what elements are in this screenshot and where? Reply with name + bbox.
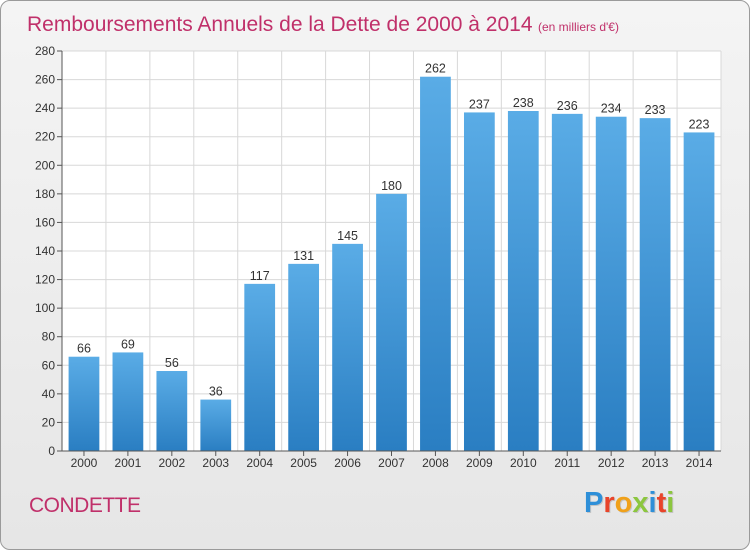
bar-2000 [68,356,100,451]
x-tick-label-2002: 2002 [158,456,185,470]
y-tick-label: 140 [35,244,55,258]
x-tick-label-2011: 2011 [554,456,580,470]
value-label-2012: 234 [601,102,622,116]
x-tick-label-2008: 2008 [422,456,449,470]
logo-letter: P [584,487,604,519]
value-label-2006: 145 [337,229,358,243]
y-tick-label: 20 [42,415,56,429]
x-tick-label-2001: 2001 [115,456,142,470]
y-tick-label: 240 [35,101,55,115]
value-label-2011: 236 [557,99,578,113]
y-tick-label: 40 [42,387,56,401]
bar-2002 [156,371,188,451]
x-tick-label-2003: 2003 [202,456,229,470]
commune-name: CONDETTE [29,494,141,517]
value-label-2000: 66 [77,342,91,356]
bar-2008 [420,76,451,451]
unit-label: (en milliers d'€) [538,20,619,34]
y-tick-label: 280 [35,44,55,58]
bar-2003 [200,399,232,451]
y-tick-label: 60 [42,358,56,372]
y-tick-label: 80 [42,330,56,344]
bar-2011 [551,113,583,451]
logo-letter: o [614,487,633,519]
x-tick-label-2006: 2006 [334,456,361,470]
value-label-2014: 223 [689,117,710,131]
bar-2009 [463,112,495,451]
value-label-2001: 69 [121,337,135,351]
value-label-2009: 237 [469,97,490,111]
x-tick-label-2014: 2014 [686,456,713,470]
value-label-2002: 56 [165,356,179,370]
y-tick-label: 220 [35,130,55,144]
bar-2013 [639,118,671,452]
logo-letter: i [666,487,675,519]
bar-2007 [376,193,407,451]
logo-letter: r [603,487,615,519]
x-tick-label-2012: 2012 [598,456,625,470]
value-label-2005: 131 [293,249,314,263]
bar-2006 [332,243,363,451]
value-label-2003: 36 [209,385,223,399]
value-label-2004: 117 [250,269,270,283]
logo-letter: i [648,487,657,519]
x-tick-label-2009: 2009 [466,456,493,470]
value-label-2008: 262 [425,62,446,76]
x-tick-label-2010: 2010 [510,456,537,470]
y-axis: 0 20 40 60 80 100 120 140 160 180 200 220 240 260 280 [35,44,63,458]
y-tick-label: 120 [35,273,55,287]
x-axis: 2000 2001 2002 2003 2004 2005 2006 2007 2008 2009… [62,450,721,470]
x-tick-label-2000: 2000 [71,456,98,470]
y-tick-label: 180 [35,187,55,201]
x-tick-label-2004: 2004 [246,456,273,470]
chart-title: Remboursements Annuels de la Dette de 20… [27,13,533,36]
bar-2004 [244,283,276,451]
value-label-2013: 233 [645,103,666,117]
bars: 66 69 56 36 117 131 145 180 262 237 238 236 234 233 22… [68,62,715,452]
bar-2001 [112,352,144,451]
y-tick-label: 200 [35,158,55,172]
bar-2014 [683,132,715,451]
logo-letter: x [632,487,649,519]
y-tick-label: 160 [35,215,55,229]
y-tick-label: 0 [48,444,55,458]
y-tick-label: 260 [35,73,55,87]
bar-2005 [288,263,320,451]
bar-2012 [595,116,627,451]
logo-letter: t [656,487,667,519]
y-tick-label: 100 [35,301,55,315]
value-label-2010: 238 [513,96,534,110]
proxiti-logo: Proxiti [584,487,674,520]
x-tick-label-2005: 2005 [290,456,317,470]
x-tick-label-2013: 2013 [642,456,669,470]
bar-2010 [507,111,539,451]
x-tick-label-2007: 2007 [378,456,405,470]
value-label-2007: 180 [381,179,402,193]
